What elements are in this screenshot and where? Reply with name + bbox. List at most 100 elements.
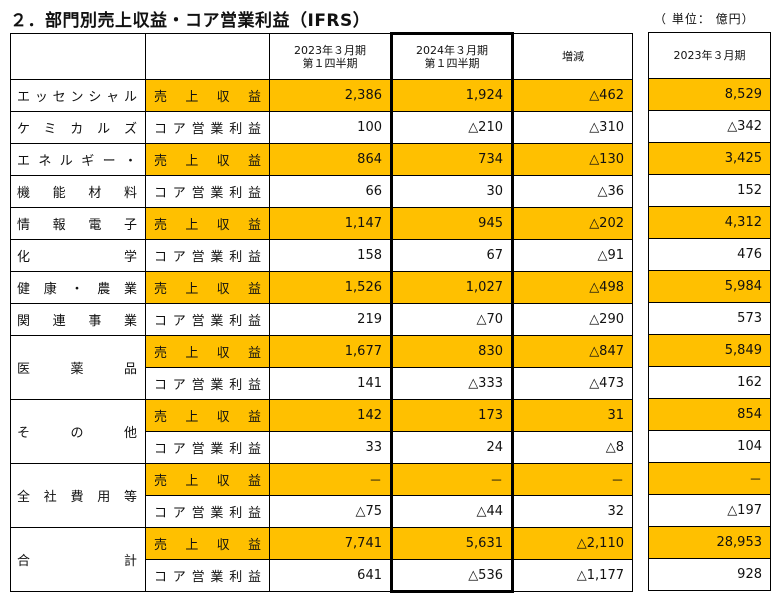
row-type-core: コア営業利益 [145,559,270,592]
row-type-revenue: 売上収益 [145,271,270,304]
fy-row: 573 [648,302,771,335]
header-row: 2023年３月期 第１四半期 2024年３月期 第１四半期 増減 [10,32,633,80]
value-change: △462 [512,79,633,112]
header-curr-q1: 2024年３月期 第１四半期 [390,32,514,80]
value-change: △498 [512,271,633,304]
value-fy: 8,529 [648,78,771,111]
value-prev: 641 [269,559,392,592]
value-curr: － [390,463,514,496]
value-change: △473 [512,367,633,400]
row-type-revenue: 売上収益 [145,79,270,112]
fy-row: △197 [648,494,771,527]
value-change: △130 [512,143,633,176]
header-segment-blank [10,33,146,80]
value-prev: 33 [269,431,392,464]
fy-row: 5,984 [648,270,771,303]
row-type-revenue: 売上収益 [145,463,270,496]
value-fy: 5,849 [648,334,771,367]
row-type-revenue: 売上収益 [145,527,270,560]
value-curr: △333 [390,367,514,400]
table-row: 合計 売上収益 7,741 5,631 △2,110 [10,527,633,592]
value-change: △310 [512,111,633,144]
segment-table: 2023年３月期 第１四半期 2024年３月期 第１四半期 増減 エッセンシャル… [10,32,633,593]
value-fy: 5,984 [648,270,771,303]
value-change: △2,110 [512,527,633,560]
segment-name: 合計 [10,527,146,592]
value-fy: 152 [648,174,771,207]
value-fy: 4,312 [648,206,771,239]
segment-name: ケミカルズ [10,111,146,144]
value-change: － [512,463,633,496]
segment-name: 医薬品 [10,335,146,400]
row-type-revenue: 売上収益 [145,143,270,176]
value-prev: 142 [269,399,392,432]
fy-row: 3,425 [648,142,771,175]
value-curr: 1,924 [390,79,514,112]
segment-name: 全社費用等 [10,463,146,528]
value-curr: 1,027 [390,271,514,304]
fy-row: 4,312 [648,206,771,239]
table-row: エネルギー・ 売上収益 864 734 △130 [10,143,633,176]
table-row: コア営業利益 △75 △44 32 [11,495,633,528]
segment-name: 健康・農業 [10,271,146,304]
row-type-core: コア営業利益 [145,111,270,144]
value-change: △290 [512,303,633,336]
table-row: その他 売上収益 142 173 31 [10,399,633,464]
value-fy: － [648,462,771,495]
segment-name: エッセンシャル [10,79,146,112]
value-fy: 854 [648,398,771,431]
header-type-blank [145,33,270,80]
value-prev: 1,677 [269,335,392,368]
table-row: 化学 コア営業利益 158 67 △91 [10,239,633,272]
value-change: △91 [512,239,633,272]
value-prev: 1,526 [269,271,392,304]
header-change: 増減 [512,33,633,80]
value-fy: △342 [648,110,771,143]
fy-row: － [648,462,771,495]
value-curr: 5,631 [390,527,514,560]
fy-row: 104 [648,430,771,463]
value-change: △1,177 [512,559,633,592]
value-curr: 734 [390,143,514,176]
value-change: △202 [512,207,633,240]
segment-name: その他 [10,399,146,464]
value-curr: 173 [390,399,514,432]
segment-name: エネルギー・ [10,143,146,176]
row-type-core: コア営業利益 [145,239,270,272]
value-prev: 1,147 [269,207,392,240]
value-fy: 476 [648,238,771,271]
value-curr: 67 [390,239,514,272]
fy-row: 476 [648,238,771,271]
value-prev: － [269,463,392,496]
value-change: 32 [512,495,633,528]
value-fy: △197 [648,494,771,527]
fy-row: 5,849 [648,334,771,367]
value-fy: 573 [648,302,771,335]
value-fy: 104 [648,430,771,463]
row-type-core: コア営業利益 [145,303,270,336]
value-prev: 219 [269,303,392,336]
value-curr: △70 [390,303,514,336]
value-prev: 100 [269,111,392,144]
header-prev-q1-line2: 第１四半期 [302,56,358,70]
fy-row: 162 [648,366,771,399]
value-curr: △536 [390,559,514,593]
value-change: △847 [512,335,633,368]
value-curr: △44 [390,495,514,528]
page-title: ２．部門別売上収益・コア営業利益（IFRS） [10,11,371,31]
row-type-core: コア営業利益 [145,367,270,400]
fy-row: 8,529 [648,78,771,111]
value-prev: 158 [269,239,392,272]
unit-label: （ 単位： 億円） [654,12,755,26]
row-type-revenue: 売上収益 [145,335,270,368]
fy-header-row: 2023年３月期 [648,32,771,79]
fy-table: 2023年３月期 8,529 △342 3,425 152 4,312 476 5,984 5… [648,32,771,591]
segment-name: 情報電子 [10,207,146,240]
value-fy: 928 [648,558,771,591]
value-fy: 3,425 [648,142,771,175]
header-curr-q1-line1: 2024年３月期 [416,44,488,57]
value-curr: 24 [390,431,514,464]
table-row: 機能材料 コア営業利益 66 30 △36 [10,175,633,208]
value-curr: 830 [390,335,514,368]
fy-row: 152 [648,174,771,207]
